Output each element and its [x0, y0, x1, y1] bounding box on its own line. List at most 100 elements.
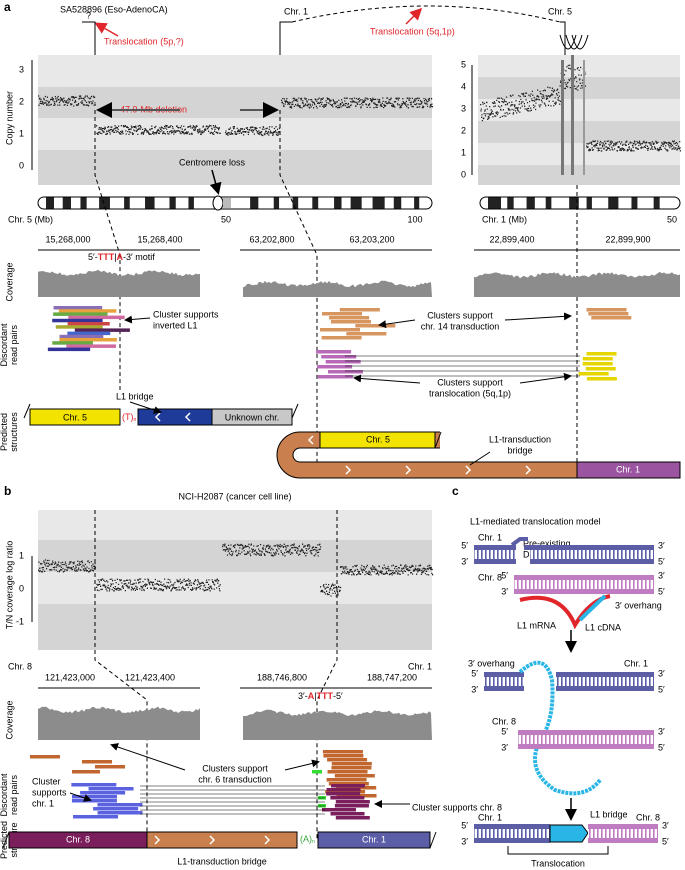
shape	[38, 150, 432, 185]
shape	[38, 269, 680, 297]
shape	[469, 451, 491, 466]
panel-b: b NCI-H2087 (cancer cell line) 1 0 -1 T/…	[0, 484, 502, 866]
shape	[72, 770, 100, 774]
shape	[478, 77, 680, 99]
strand-end: 3′	[658, 540, 665, 550]
annotation: chr. 14 transduction	[421, 321, 500, 331]
shape	[321, 355, 357, 359]
text-part: A	[117, 252, 124, 262]
shape	[30, 750, 377, 820]
y-tick-label: 0	[461, 169, 466, 179]
coordinate-label: 63,202,800	[249, 234, 294, 244]
shape	[631, 197, 638, 209]
shape	[327, 770, 368, 774]
shape	[38, 269, 200, 297]
chr-label: Chr. 8	[8, 661, 32, 671]
shape	[277, 432, 577, 478]
shape	[99, 197, 110, 209]
shape	[514, 580, 654, 589]
shape	[346, 332, 387, 336]
panel-c: c L1-mediated translocation model Chr. 1…	[452, 484, 669, 868]
y-tick-label: 1	[461, 147, 466, 157]
shape	[68, 315, 125, 320]
shape	[334, 197, 342, 209]
shape	[556, 686, 654, 691]
shape	[478, 99, 680, 121]
text-part: Predicted	[0, 413, 9, 451]
shape	[561, 60, 564, 175]
shape	[556, 672, 654, 677]
shape	[582, 362, 613, 366]
translocation-label: Translocation (5p,?)	[104, 36, 184, 46]
strand-end: 5′	[658, 586, 665, 596]
shape	[322, 312, 363, 316]
strand-end: 3′	[461, 836, 468, 846]
text-part: Discordant	[0, 773, 9, 817]
panel-label: c	[452, 484, 459, 498]
y-tick-label: 1	[19, 550, 24, 560]
text-part: 5′-	[88, 252, 98, 262]
shape	[334, 774, 375, 778]
shape	[46, 197, 54, 209]
shape	[530, 559, 654, 564]
shape	[74, 328, 130, 332]
shape	[188, 197, 194, 209]
shape	[29, 408, 121, 426]
shape	[335, 800, 370, 804]
text-part: (A)	[300, 834, 312, 844]
panel-a: a SA528896 (Eso-AdenoCA) ? Translocation…	[0, 0, 681, 479]
shape	[578, 594, 607, 622]
shape	[291, 5, 561, 23]
chr-box-label: Chr. 1	[362, 834, 386, 844]
strand-end: 5′	[658, 556, 665, 566]
coordinate-label: 22,899,400	[489, 234, 534, 244]
strand-end: 5′	[662, 836, 669, 846]
shape	[110, 743, 186, 771]
shape	[2, 831, 10, 849]
shape	[545, 197, 552, 209]
annotation: translocation (5q,1p)	[429, 388, 511, 398]
annotation: Cluster supports chr. 8	[412, 802, 502, 812]
shape	[137, 408, 213, 426]
shape	[23, 403, 31, 419]
shape	[212, 195, 224, 211]
shape	[93, 807, 139, 811]
shape	[67, 322, 110, 326]
y-tick-label: 0	[19, 160, 24, 170]
shape	[146, 831, 298, 849]
annotation: Clusters support	[437, 377, 503, 387]
shape	[243, 280, 432, 297]
shape	[250, 197, 259, 209]
bridge-label: L1 bridge	[116, 391, 154, 401]
shape	[326, 778, 367, 782]
shape	[474, 559, 516, 564]
row-label: Coverage	[4, 262, 14, 301]
shape	[335, 816, 370, 820]
shape	[327, 370, 363, 374]
annotation: inverted L1	[153, 320, 198, 330]
text-part: -5′	[333, 691, 343, 701]
shape	[320, 328, 361, 332]
strand-end: 5′	[501, 726, 508, 736]
sample-title: NCI-H2087 (cancer cell line)	[178, 491, 291, 501]
shape	[326, 788, 361, 792]
coordinate-label: 121,423,400	[125, 672, 175, 682]
shape	[518, 730, 654, 735]
shape	[518, 744, 654, 749]
shape	[478, 121, 680, 143]
chr-box-label: Chr. 5	[366, 434, 390, 444]
shape	[331, 762, 372, 766]
shape	[38, 95, 433, 137]
shape	[586, 140, 681, 152]
shape	[96, 578, 221, 592]
text-part: -3′ motif	[123, 252, 155, 262]
text-part: n	[312, 839, 315, 845]
shape	[334, 804, 369, 808]
chr-label: Chr. 1	[284, 6, 308, 16]
chr-box-label: Chr. 8	[66, 834, 90, 844]
shape	[95, 765, 125, 769]
shape	[124, 315, 151, 324]
shape	[80, 197, 87, 209]
chr-box-label: Chr. 1	[616, 464, 640, 474]
chr-box-label: Chr. 5	[63, 412, 87, 422]
